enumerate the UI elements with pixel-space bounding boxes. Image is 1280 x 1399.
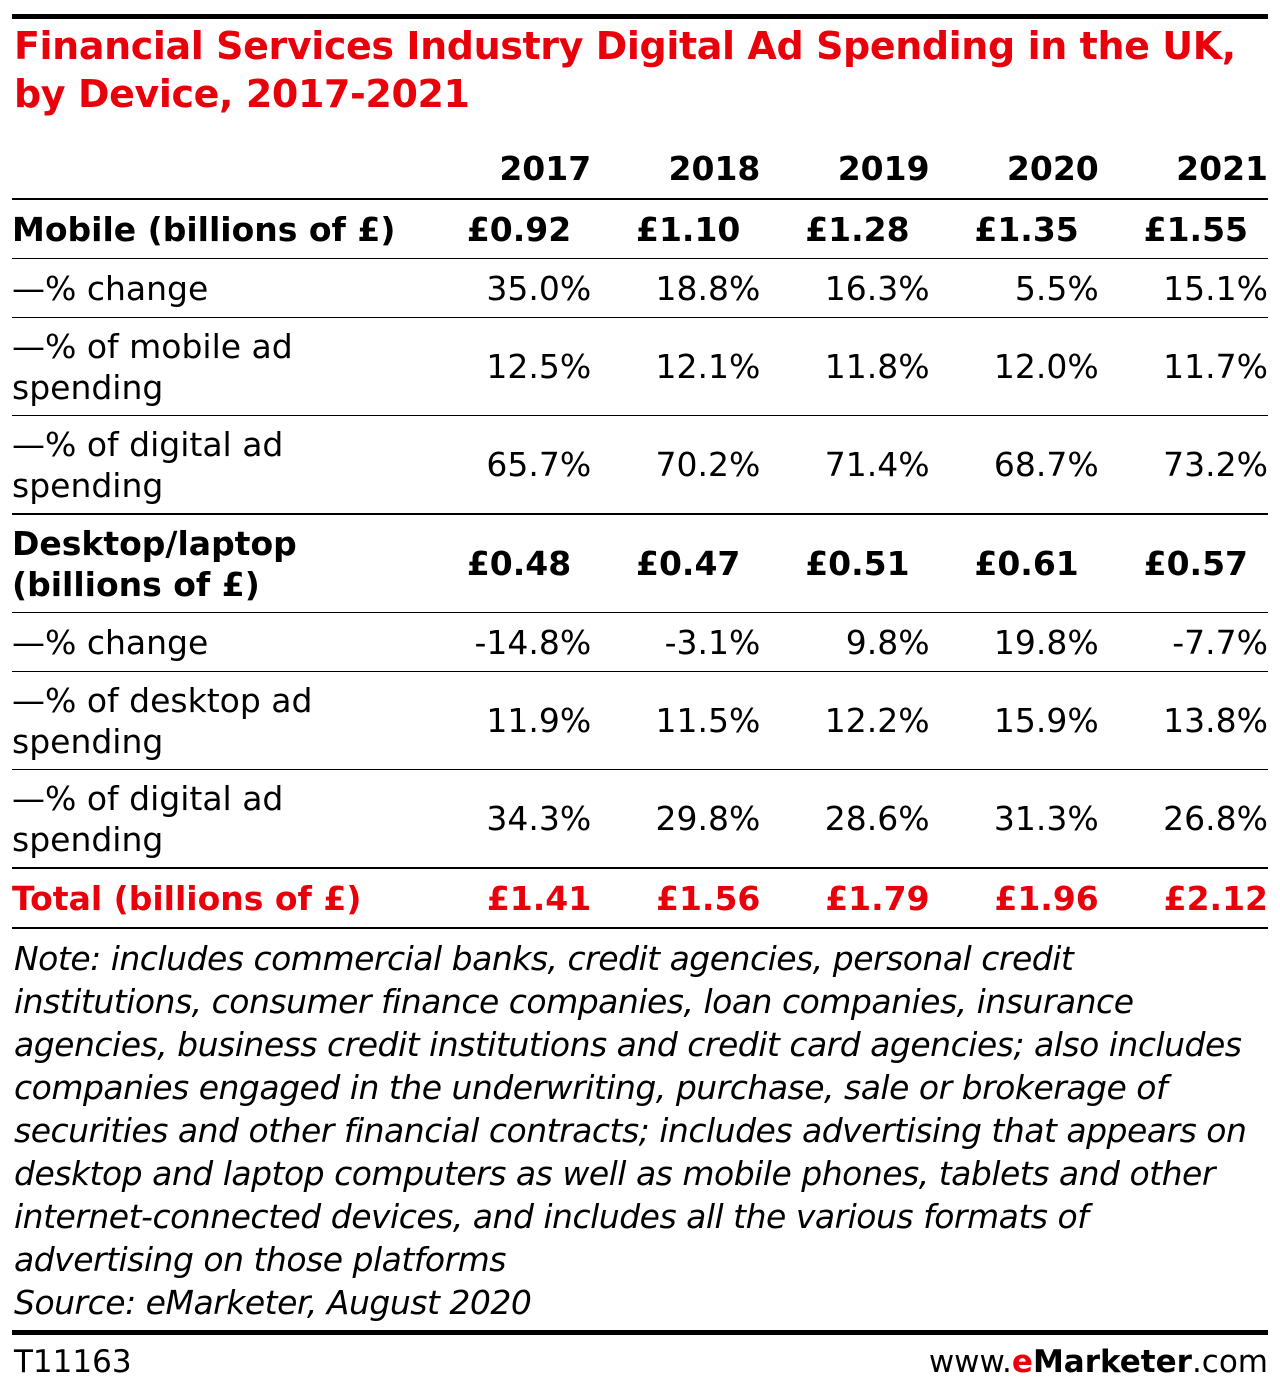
table-cell: 11.9%	[422, 671, 592, 770]
logo-e: e	[1011, 1344, 1033, 1380]
table-cell: 12.0%	[929, 317, 1099, 416]
table-cell: 11.7%	[1098, 317, 1268, 416]
site-prefix: www.	[928, 1344, 1012, 1380]
table-row: —% of digital ad spending 34.3% 29.8% 28…	[12, 770, 1268, 869]
table-cell: 5.5%	[929, 258, 1099, 318]
table-cell: £1.10	[591, 199, 761, 259]
row-label: Total (billions of £)	[12, 867, 423, 929]
table-cell: 13.8%	[1098, 671, 1268, 770]
table-cell: 11.5%	[591, 671, 761, 770]
chart-title: Financial Services Industry Digital Ad S…	[14, 22, 1264, 118]
table-cell: 16.3%	[760, 258, 930, 318]
table-cell: £0.51	[760, 514, 930, 613]
table-cell: £1.28	[760, 199, 930, 259]
table-cell: 18.8%	[591, 258, 761, 318]
column-header: 2017	[422, 138, 592, 200]
table-cell: 15.9%	[929, 671, 1099, 770]
row-label: Desktop/laptop (billions of £)	[12, 514, 423, 613]
chart-title-line: Financial Services Industry Digital Ad S…	[14, 24, 1236, 68]
table-cell: 29.8%	[655, 799, 761, 838]
table-cell: 28.6%	[824, 799, 930, 838]
table-cell: £0.57	[1098, 514, 1268, 613]
table-cell: £1.35	[929, 199, 1099, 259]
row-label: —% change	[12, 612, 423, 672]
top-rule	[12, 14, 1268, 19]
table-cell: 31.3%	[993, 799, 1099, 838]
site-suffix: .com	[1191, 1344, 1268, 1380]
table-cell: £1.56	[591, 867, 761, 929]
emarketer-logo: eMarketer	[1012, 1344, 1192, 1380]
table-cell: -7.7%	[1098, 612, 1268, 672]
table-id: T11163	[14, 1344, 132, 1380]
table-cell: 12.1%	[591, 317, 761, 416]
row-label: Mobile (billions of £)	[12, 199, 423, 259]
column-header: 2019	[760, 138, 930, 200]
table-cell: 11.8%	[760, 317, 930, 416]
table-row: —% change 35.0% 18.8% 16.3% 5.5% 15.1%	[12, 258, 1268, 318]
table-cell: £1.41	[422, 867, 592, 929]
chart-title-line: by Device, 2017-2021	[14, 72, 470, 116]
table-cell: -14.8%	[422, 612, 592, 672]
table-cell: 65.7%	[422, 415, 592, 515]
table-row-desktop: Desktop/laptop (billions of £) £0.48 £0.…	[12, 514, 1268, 613]
row-label: —% of desktop ad spending	[12, 671, 423, 770]
table-cell: -3.1%	[591, 612, 761, 672]
data-table: 2017 2018 2019 2020 2021 Mobile (billion…	[12, 138, 1268, 929]
table-cell: £1.96	[929, 867, 1099, 929]
table-row-mobile: Mobile (billions of £) £0.92 £1.10 £1.28…	[12, 199, 1268, 259]
site-url[interactable]: www.eMarketer.com	[929, 1342, 1268, 1382]
table-row: —% change -14.8% -3.1% 9.8% 19.8% -7.7%	[12, 612, 1268, 672]
source-text: Source: eMarketer, August 2020	[14, 1283, 532, 1322]
row-label: —% of digital ad spending	[12, 778, 284, 859]
note-text: Note: includes commercial banks, credit …	[14, 939, 1247, 1279]
note-block: Note: includes commercial banks, credit …	[14, 937, 1268, 1324]
column-header: 2020	[929, 138, 1099, 200]
row-label: —% change	[12, 258, 423, 318]
table-cell: £1.55	[1098, 199, 1268, 259]
table-cell: £0.92	[422, 199, 592, 259]
table-row: —% of digital ad spending 65.7% 70.2% 71…	[12, 415, 1268, 515]
table-cell: £0.61	[929, 514, 1099, 613]
table-cell: £2.12	[1098, 867, 1268, 929]
table-cell: 70.2%	[591, 415, 761, 515]
column-header: 2018	[591, 138, 761, 200]
table-cell: 12.5%	[422, 317, 592, 416]
table-cell: 34.3%	[486, 799, 592, 838]
table-cell: £1.79	[760, 867, 930, 929]
table-cell: 68.7%	[929, 415, 1099, 515]
column-header: 2021	[1098, 138, 1268, 200]
header-row: 2017 2018 2019 2020 2021	[12, 138, 1268, 200]
table-cell: 9.8%	[760, 612, 930, 672]
row-label: —% of digital ad spending	[12, 415, 423, 515]
table-cell: 35.0%	[422, 258, 592, 318]
table-cell: 73.2%	[1098, 415, 1268, 515]
table-cell: 19.8%	[929, 612, 1099, 672]
table-cell: 26.8%	[1163, 799, 1268, 838]
table-row: —% of mobile ad spending 12.5% 12.1% 11.…	[12, 317, 1268, 416]
table-cell: 71.4%	[760, 415, 930, 515]
table-cell: 15.1%	[1098, 258, 1268, 318]
bottom-rule	[12, 1330, 1268, 1335]
logo-rest: Marketer	[1032, 1344, 1192, 1380]
table-row: —% of desktop ad spending 11.9% 11.5% 12…	[12, 671, 1268, 770]
row-label: —% of mobile ad spending	[12, 317, 423, 416]
table-cell: 12.2%	[760, 671, 930, 770]
table-cell: £0.47	[591, 514, 761, 613]
table-row-total: Total (billions of £) £1.41 £1.56 £1.79 …	[12, 867, 1268, 929]
header-blank-cell	[12, 138, 423, 200]
table-cell: £0.48	[422, 514, 592, 613]
